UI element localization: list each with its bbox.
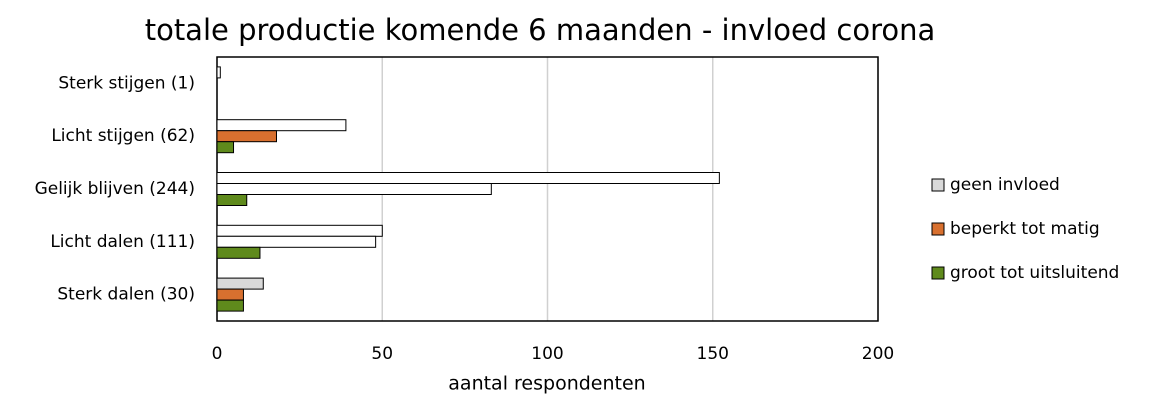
bar	[216, 172, 720, 184]
y-tick-label: Gelijk blijven (244)	[35, 179, 195, 199]
bar	[216, 194, 248, 206]
y-tick-label: Licht stijgen (62)	[51, 126, 195, 146]
bar	[216, 119, 347, 132]
y-tick-label: Sterk dalen (30)	[57, 285, 195, 305]
y-tick-label: Sterk stijgen (1)	[58, 73, 195, 93]
bar	[216, 66, 221, 79]
bar	[216, 277, 264, 290]
bar	[216, 246, 261, 259]
x-tick-label: 0	[212, 344, 223, 364]
bar	[216, 224, 383, 237]
legend-label: geen invloed	[950, 175, 1060, 195]
legend-label: groot tot uitsluitend	[950, 263, 1119, 283]
x-tick-label: 50	[371, 344, 393, 364]
y-tick-label: Licht dalen (111)	[50, 232, 195, 252]
x-tick-label: 150	[697, 344, 729, 364]
bar	[216, 235, 377, 248]
chart-title: totale productie komende 6 maanden - inv…	[145, 13, 936, 47]
bar	[216, 183, 492, 195]
bar	[216, 288, 244, 301]
x-tick-label: 200	[862, 344, 894, 364]
legend-swatch	[931, 266, 945, 280]
bar	[216, 130, 277, 143]
bar	[216, 299, 244, 312]
legend-label: beperkt tot matig	[950, 219, 1100, 239]
x-tick-label: 100	[531, 344, 563, 364]
bar	[216, 141, 235, 154]
legend-swatch	[931, 178, 945, 192]
legend-swatch	[931, 222, 945, 236]
x-axis-label: aantal respondenten	[448, 373, 645, 395]
